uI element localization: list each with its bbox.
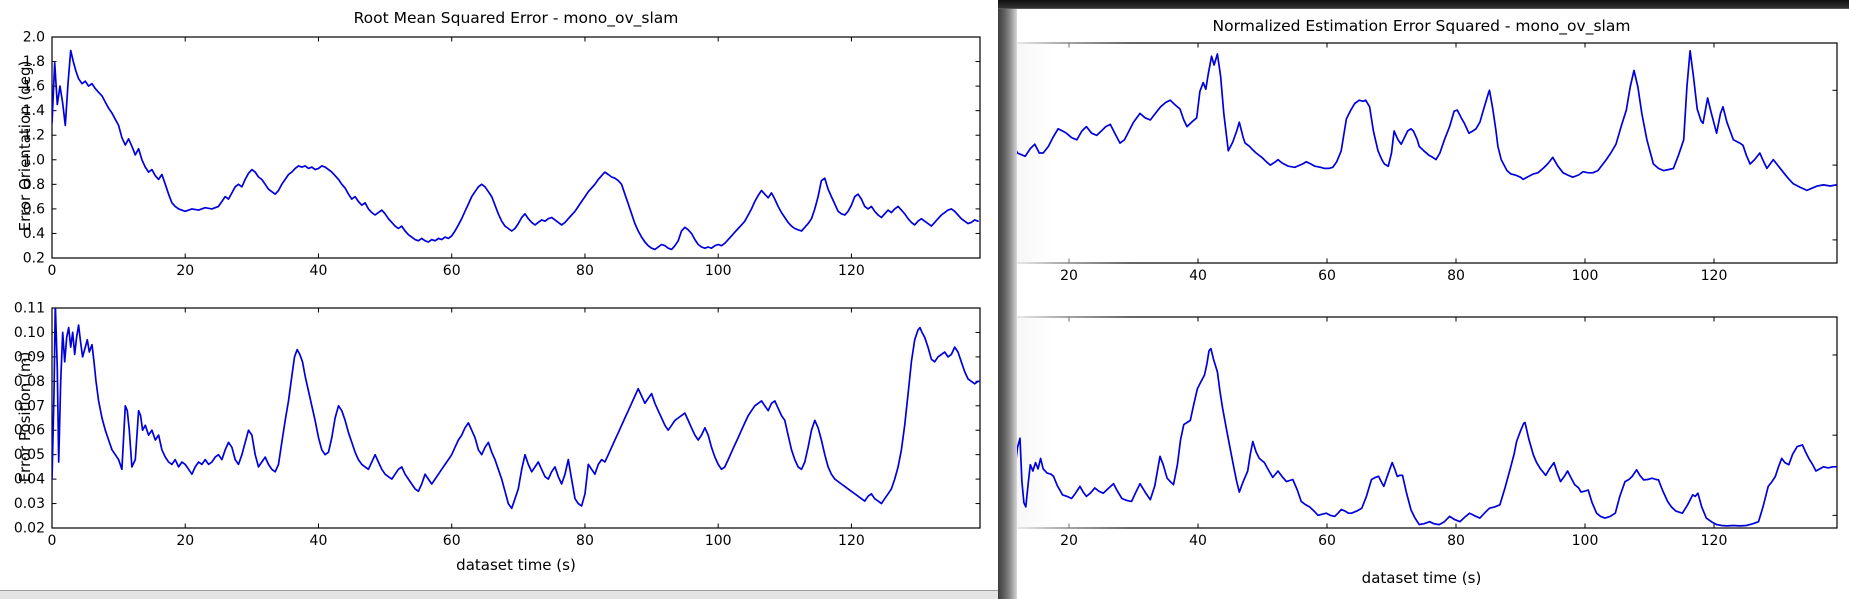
left-xlabel: dataset time (s) [456,556,576,574]
left-window-bottom-edge [0,590,998,599]
rmse-orientation-ytick-label: 1.6 [23,79,45,95]
nees-position-y-ticks [1832,354,1837,516]
rmse-position-subplot: 0 20 40 60 80 100 1200.020.030.040.050.060.070… [14,301,981,549]
rmse-orientation-xtick-label: 0 [48,263,57,279]
nees-orientation-y-ticks [1832,89,1837,241]
rmse-position-ytick-label: 0.02 [14,521,45,537]
rmse-orientation-ytick-label: 1.0 [23,152,45,168]
rmse-position-curve [52,308,980,510]
nees-orientation-xtick-label: 20 [1060,268,1078,284]
rmse-position-ytick-label: 0.10 [14,325,45,341]
nees-position-xtick-label: 40 [1189,533,1207,549]
nees-orientation-xtick-label: 60 [1318,268,1336,284]
left-top-ylabel: Error Orientation (deg) [16,60,34,232]
rmse-position-ytick-label: 0.11 [14,301,45,317]
rmse-position-ytick-label: 0.07 [14,398,45,414]
left-bottom-ylabel: Error Position (m) [16,351,34,483]
nees-position-curve [1006,347,1837,527]
rmse-position-xtick-label: 60 [443,533,461,549]
nees-position-xtick-label: 20 [1060,533,1078,549]
nees-orientation-xtick-label: 100 [1572,268,1599,284]
nees-position-xtick-label: 120 [1701,533,1728,549]
nees-position-xtick-label: 60 [1318,533,1336,549]
rmse-orientation-subplot: 0 20 40 60 80 100 120 0.2 0.4 0.6 0.8 1.0 1.2 1.4 1.6 1… [23,30,981,279]
rmse-position-xtick-label: 80 [576,533,594,549]
rmse-orientation-ytick-label: 2.0 [23,30,45,46]
rmse-orientation-xtick-label: 60 [443,263,461,279]
nees-position-subplot: 20 40 60 80 100 120 [1005,316,1838,549]
rmse-orientation-ytick-label: 0.4 [23,226,45,242]
rmse-position-x-ticks: 0 20 40 60 80 100 120 [48,308,865,549]
rmse-orientation-x-ticks: 0 20 40 60 80 100 120 [48,37,865,279]
right-xlabel: dataset time (s) [1361,569,1482,587]
rmse-position-ytick-label: 0.06 [14,423,45,439]
rmse-orientation-ytick-label: 1.8 [23,54,45,70]
left-figure-title: Root Mean Squared Error - mono_ov_slam [353,9,679,27]
rmse-position-ytick-label: 0.04 [14,472,45,488]
right-figure-title: Normalized Estimation Error Squared - mo… [1212,17,1631,35]
nees-orientation-xtick-label: 120 [1701,268,1728,284]
rmse-orientation-ytick-label: 0.6 [23,201,45,217]
rmse-position-ytick-label: 0.08 [14,374,45,390]
rmse-orientation-xtick-label: 40 [310,263,328,279]
rmse-position-xtick-label: 40 [310,533,328,549]
rmse-position-axes-box [51,307,981,529]
rmse-position-ytick-label: 0.09 [14,349,45,365]
nees-position-xtick-label: 80 [1447,533,1465,549]
rmse-position-y-ticks: 0.02 0.03 0.04 0.05 0.06 0.07 0.08 0.09 0.10 0.11 [14,301,980,537]
nees-orientation-x-ticks: 20 40 60 80 100 120 [1060,43,1727,284]
rmse-orientation-axes-box [51,36,981,259]
rmse-orientation-ytick-label: 1.2 [23,128,45,144]
rmse-orientation-curve [52,49,979,251]
rmse-position-ytick-label: 0.03 [14,496,45,512]
nees-orientation-curve [1006,49,1837,192]
nees-position-xtick-label: 100 [1572,533,1599,549]
rmse-orientation-ytick-label: 0.2 [23,251,45,267]
rmse-orientation-ytick-label: 0.8 [23,177,45,193]
nees-orientation-xtick-label: 80 [1447,268,1465,284]
rmse-position-xtick-label: 20 [176,533,194,549]
rmse-orientation-xtick-label: 120 [838,263,865,279]
rmse-orientation-ytick-label: 1.4 [23,103,45,119]
nees-orientation-left-fade-overlay [1006,42,1131,264]
rmse-position-xtick-label: 100 [705,533,732,549]
rmse-orientation-y-ticks: 0.2 0.4 0.6 0.8 1.0 1.2 1.4 1.6 1.8 2.0 [23,30,980,267]
rmse-orientation-xtick-label: 100 [705,263,732,279]
rmse-position-xtick-label: 0 [48,533,57,549]
nees-position-x-ticks: 20 40 60 80 100 120 [1060,317,1727,549]
rmse-position-xtick-label: 120 [838,533,865,549]
nees-orientation-subplot: 20 40 60 80 100 120 [1005,42,1838,284]
rmse-orientation-xtick-label: 80 [576,263,594,279]
window-edge-divider [998,0,1017,599]
rmse-position-ytick-label: 0.05 [14,447,45,463]
nees-orientation-xtick-label: 40 [1189,268,1207,284]
rmse-orientation-xtick-label: 20 [176,263,194,279]
right-window-top-edge [998,0,1849,9]
